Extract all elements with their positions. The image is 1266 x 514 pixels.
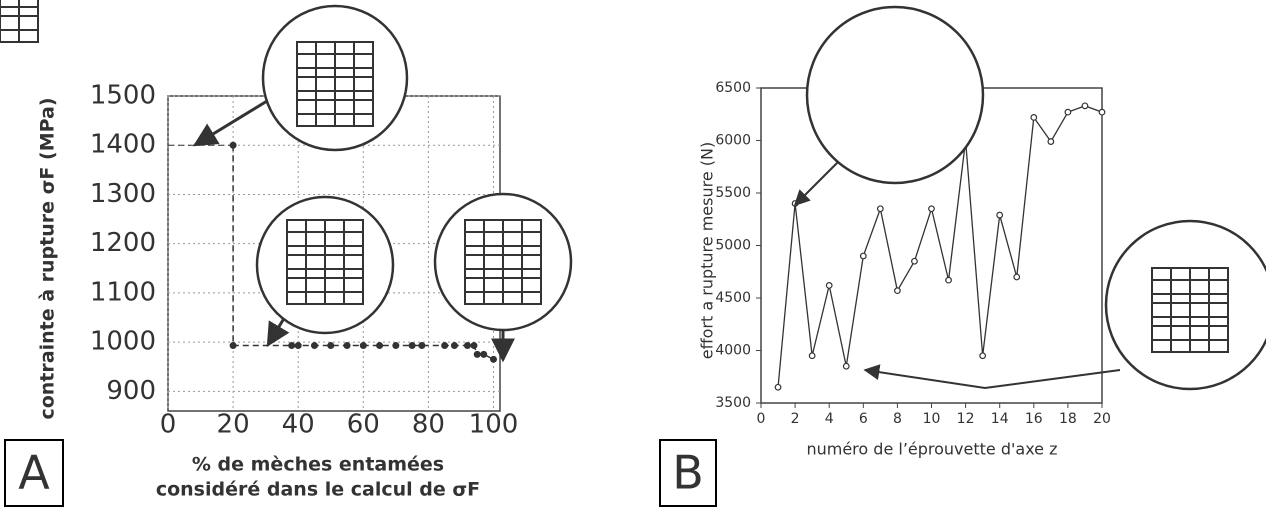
data-point bbox=[1047, 138, 1055, 145]
x-tick-label: 14 bbox=[991, 411, 1009, 427]
y-tick-label: 4000 bbox=[715, 343, 751, 359]
x-tick-label: 0 bbox=[757, 411, 766, 427]
x-tick-label: 6 bbox=[859, 411, 868, 427]
data-point bbox=[808, 352, 816, 360]
data-point bbox=[911, 257, 918, 265]
data-point bbox=[376, 342, 384, 350]
data-point bbox=[1098, 108, 1106, 116]
data-point bbox=[894, 287, 901, 295]
data-line bbox=[777, 105, 1103, 388]
data-point bbox=[359, 342, 367, 350]
data-point bbox=[229, 342, 237, 350]
data-point bbox=[876, 205, 884, 213]
data-point bbox=[996, 211, 1004, 219]
data-point bbox=[294, 342, 302, 350]
x-tick-label: 2 bbox=[791, 411, 800, 427]
data-point bbox=[825, 282, 833, 289]
panel-label: A bbox=[18, 446, 50, 500]
y-tick-label: 900 bbox=[106, 376, 156, 406]
data-point bbox=[979, 352, 987, 360]
data-point bbox=[859, 252, 867, 260]
data-point bbox=[327, 342, 335, 350]
chart: 900 1000 1100 1200 1300 1400 1500 0 20 40 60 80 100 c… bbox=[4, 81, 519, 507]
data-point bbox=[774, 383, 782, 391]
y-tick-label: 6000 bbox=[715, 133, 751, 149]
chart: 3500 4000 4500 5000 5500 6000 6500 0 2 4 6 8 10 12 14 1… bbox=[659, 80, 1111, 507]
x-tick-label: 60 bbox=[347, 410, 380, 440]
data-point bbox=[441, 342, 449, 350]
x-tick-label: 0 bbox=[160, 410, 177, 440]
y-tick-label: 1400 bbox=[90, 130, 156, 160]
x-tick-label: 20 bbox=[1093, 411, 1111, 427]
panel-box bbox=[4, 439, 64, 507]
x-tick-label: 8 bbox=[893, 411, 902, 427]
data-point bbox=[928, 205, 935, 213]
x-axis-label: % de mèches entamées bbox=[192, 454, 444, 476]
panel-box bbox=[659, 439, 717, 507]
data-point bbox=[408, 342, 416, 350]
data-point bbox=[463, 342, 471, 350]
x-axis-label: considéré dans le calcul de σF bbox=[156, 479, 480, 501]
x-tick-label: 16 bbox=[1025, 411, 1043, 427]
data-point bbox=[470, 342, 478, 350]
y-axis-label: effort a rupture mesure (N) bbox=[698, 142, 717, 359]
x-tick-label: 80 bbox=[412, 410, 445, 440]
data-point bbox=[945, 276, 952, 284]
y-tick-label: 1200 bbox=[90, 228, 156, 258]
y-axis-label: contrainte à rupture σF (MPa) bbox=[37, 97, 59, 419]
data-point bbox=[229, 141, 237, 149]
data-point bbox=[450, 342, 458, 350]
x-tick-label: 18 bbox=[1059, 411, 1077, 427]
y-tick-label: 5500 bbox=[715, 185, 751, 201]
y-tick-label: 4500 bbox=[715, 290, 751, 306]
data-point bbox=[343, 342, 351, 350]
data-point bbox=[392, 342, 400, 350]
data-point bbox=[1064, 108, 1072, 116]
x-tick-label: 10 bbox=[923, 411, 941, 427]
annotations bbox=[0, 0, 1266, 391]
y-tick-label: 5000 bbox=[715, 238, 751, 254]
y-tick-label: 6500 bbox=[715, 80, 751, 96]
data-point bbox=[1030, 113, 1038, 121]
data-point bbox=[310, 342, 318, 350]
y-tick-label: 1300 bbox=[90, 179, 156, 209]
y-tick-label: 1500 bbox=[90, 81, 156, 111]
data-point bbox=[1013, 273, 1021, 281]
data-point bbox=[480, 350, 488, 358]
data-point bbox=[288, 342, 296, 350]
data-point bbox=[473, 350, 481, 358]
x-tick-label: 12 bbox=[957, 411, 975, 427]
panel-label: B bbox=[672, 446, 704, 500]
data-point bbox=[489, 355, 497, 363]
data-point bbox=[842, 362, 850, 370]
data-point bbox=[1081, 102, 1089, 110]
data-point bbox=[418, 342, 426, 350]
y-tick-label: 1000 bbox=[90, 327, 156, 357]
x-tick-label: 4 bbox=[825, 411, 834, 427]
y-tick-label: 3500 bbox=[715, 395, 751, 411]
x-tick-label: 40 bbox=[282, 410, 315, 440]
y-tick-label: 1100 bbox=[90, 277, 156, 307]
x-tick-label: 100 bbox=[469, 410, 519, 440]
x-tick-label: 20 bbox=[217, 410, 250, 440]
x-axis-label: numéro de l’éprouvette d'axe z bbox=[806, 440, 1057, 459]
